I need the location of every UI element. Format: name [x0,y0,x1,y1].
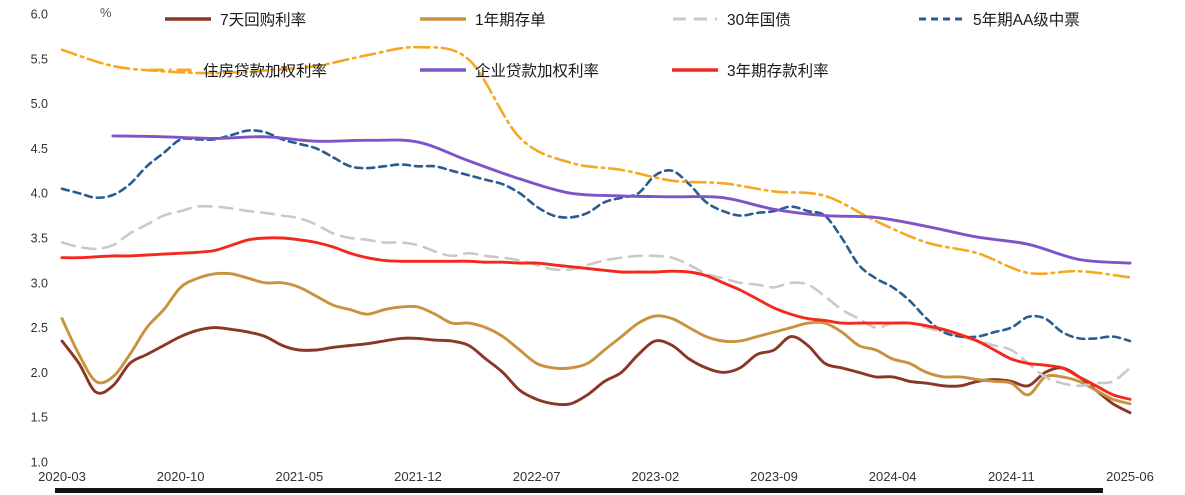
y-axis-tick-label: 1.0 [31,456,48,470]
y-axis-tick-label: 2.5 [31,321,48,335]
y-axis-tick-label: 1.5 [31,411,48,425]
x-axis-tick-label: 2020-03 [38,469,86,484]
x-axis-tick-label: 2022-07 [513,469,561,484]
y-axis-tick-label: 6.0 [31,8,48,22]
y-axis-tick-label: 2.0 [31,366,48,380]
series-line [60,326,1132,415]
series-line [60,271,1132,406]
series-line [60,129,1132,343]
y-axis-unit-label: % [100,5,112,20]
x-axis-tick-label: 2025-06 [1106,469,1154,484]
chart-bottom-border [55,488,1103,493]
x-axis-tick-label: 2023-02 [631,469,679,484]
x-axis-tick-label: 2023-09 [750,469,798,484]
x-axis-tick-label: 2024-11 [988,469,1035,484]
x-axis-tick-label: 2024-04 [869,469,917,484]
x-axis-tick-label: 2021-12 [394,469,442,484]
x-axis-tick-label: 2020-10 [157,469,205,484]
x-axis-tick-label: 2021-05 [275,469,323,484]
series-line [111,134,1132,265]
y-axis-tick-label: 3.0 [31,276,48,290]
y-axis-tick-label: 5.5 [31,52,48,66]
y-axis-tick-label: 4.0 [31,187,48,201]
y-axis-tick-label: 3.5 [31,232,48,246]
y-axis-tick-label: 5.0 [31,97,48,111]
y-axis-tick-label: 4.5 [31,142,48,156]
series-line [60,45,1132,279]
series-line [60,236,1132,401]
